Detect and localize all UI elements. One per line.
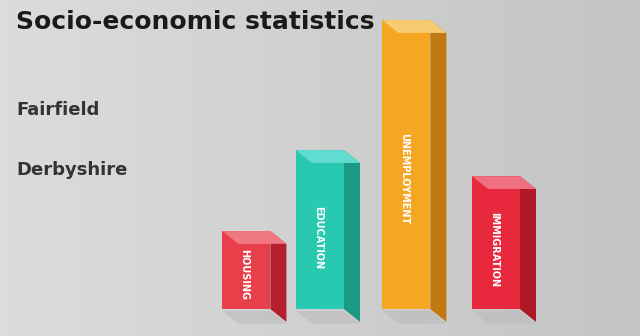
Text: HOUSING: HOUSING	[239, 249, 250, 299]
Polygon shape	[296, 150, 360, 163]
Polygon shape	[344, 150, 360, 322]
Text: UNEMPLOYMENT: UNEMPLOYMENT	[399, 133, 410, 225]
Polygon shape	[223, 231, 270, 309]
Polygon shape	[223, 311, 287, 324]
Text: Derbyshire: Derbyshire	[16, 161, 127, 179]
Text: Socio-economic statistics: Socio-economic statistics	[16, 10, 374, 34]
Polygon shape	[383, 20, 447, 33]
Text: EDUCATION: EDUCATION	[313, 206, 323, 269]
Polygon shape	[296, 311, 360, 324]
Polygon shape	[472, 176, 520, 309]
Polygon shape	[270, 231, 287, 322]
Polygon shape	[430, 20, 447, 322]
Polygon shape	[472, 176, 536, 189]
Polygon shape	[520, 176, 536, 322]
Polygon shape	[296, 150, 344, 309]
Polygon shape	[383, 20, 430, 309]
Polygon shape	[223, 231, 287, 244]
Polygon shape	[472, 311, 536, 324]
Polygon shape	[383, 311, 447, 324]
Text: Fairfield: Fairfield	[16, 101, 99, 119]
Text: IMMIGRATION: IMMIGRATION	[489, 212, 499, 287]
